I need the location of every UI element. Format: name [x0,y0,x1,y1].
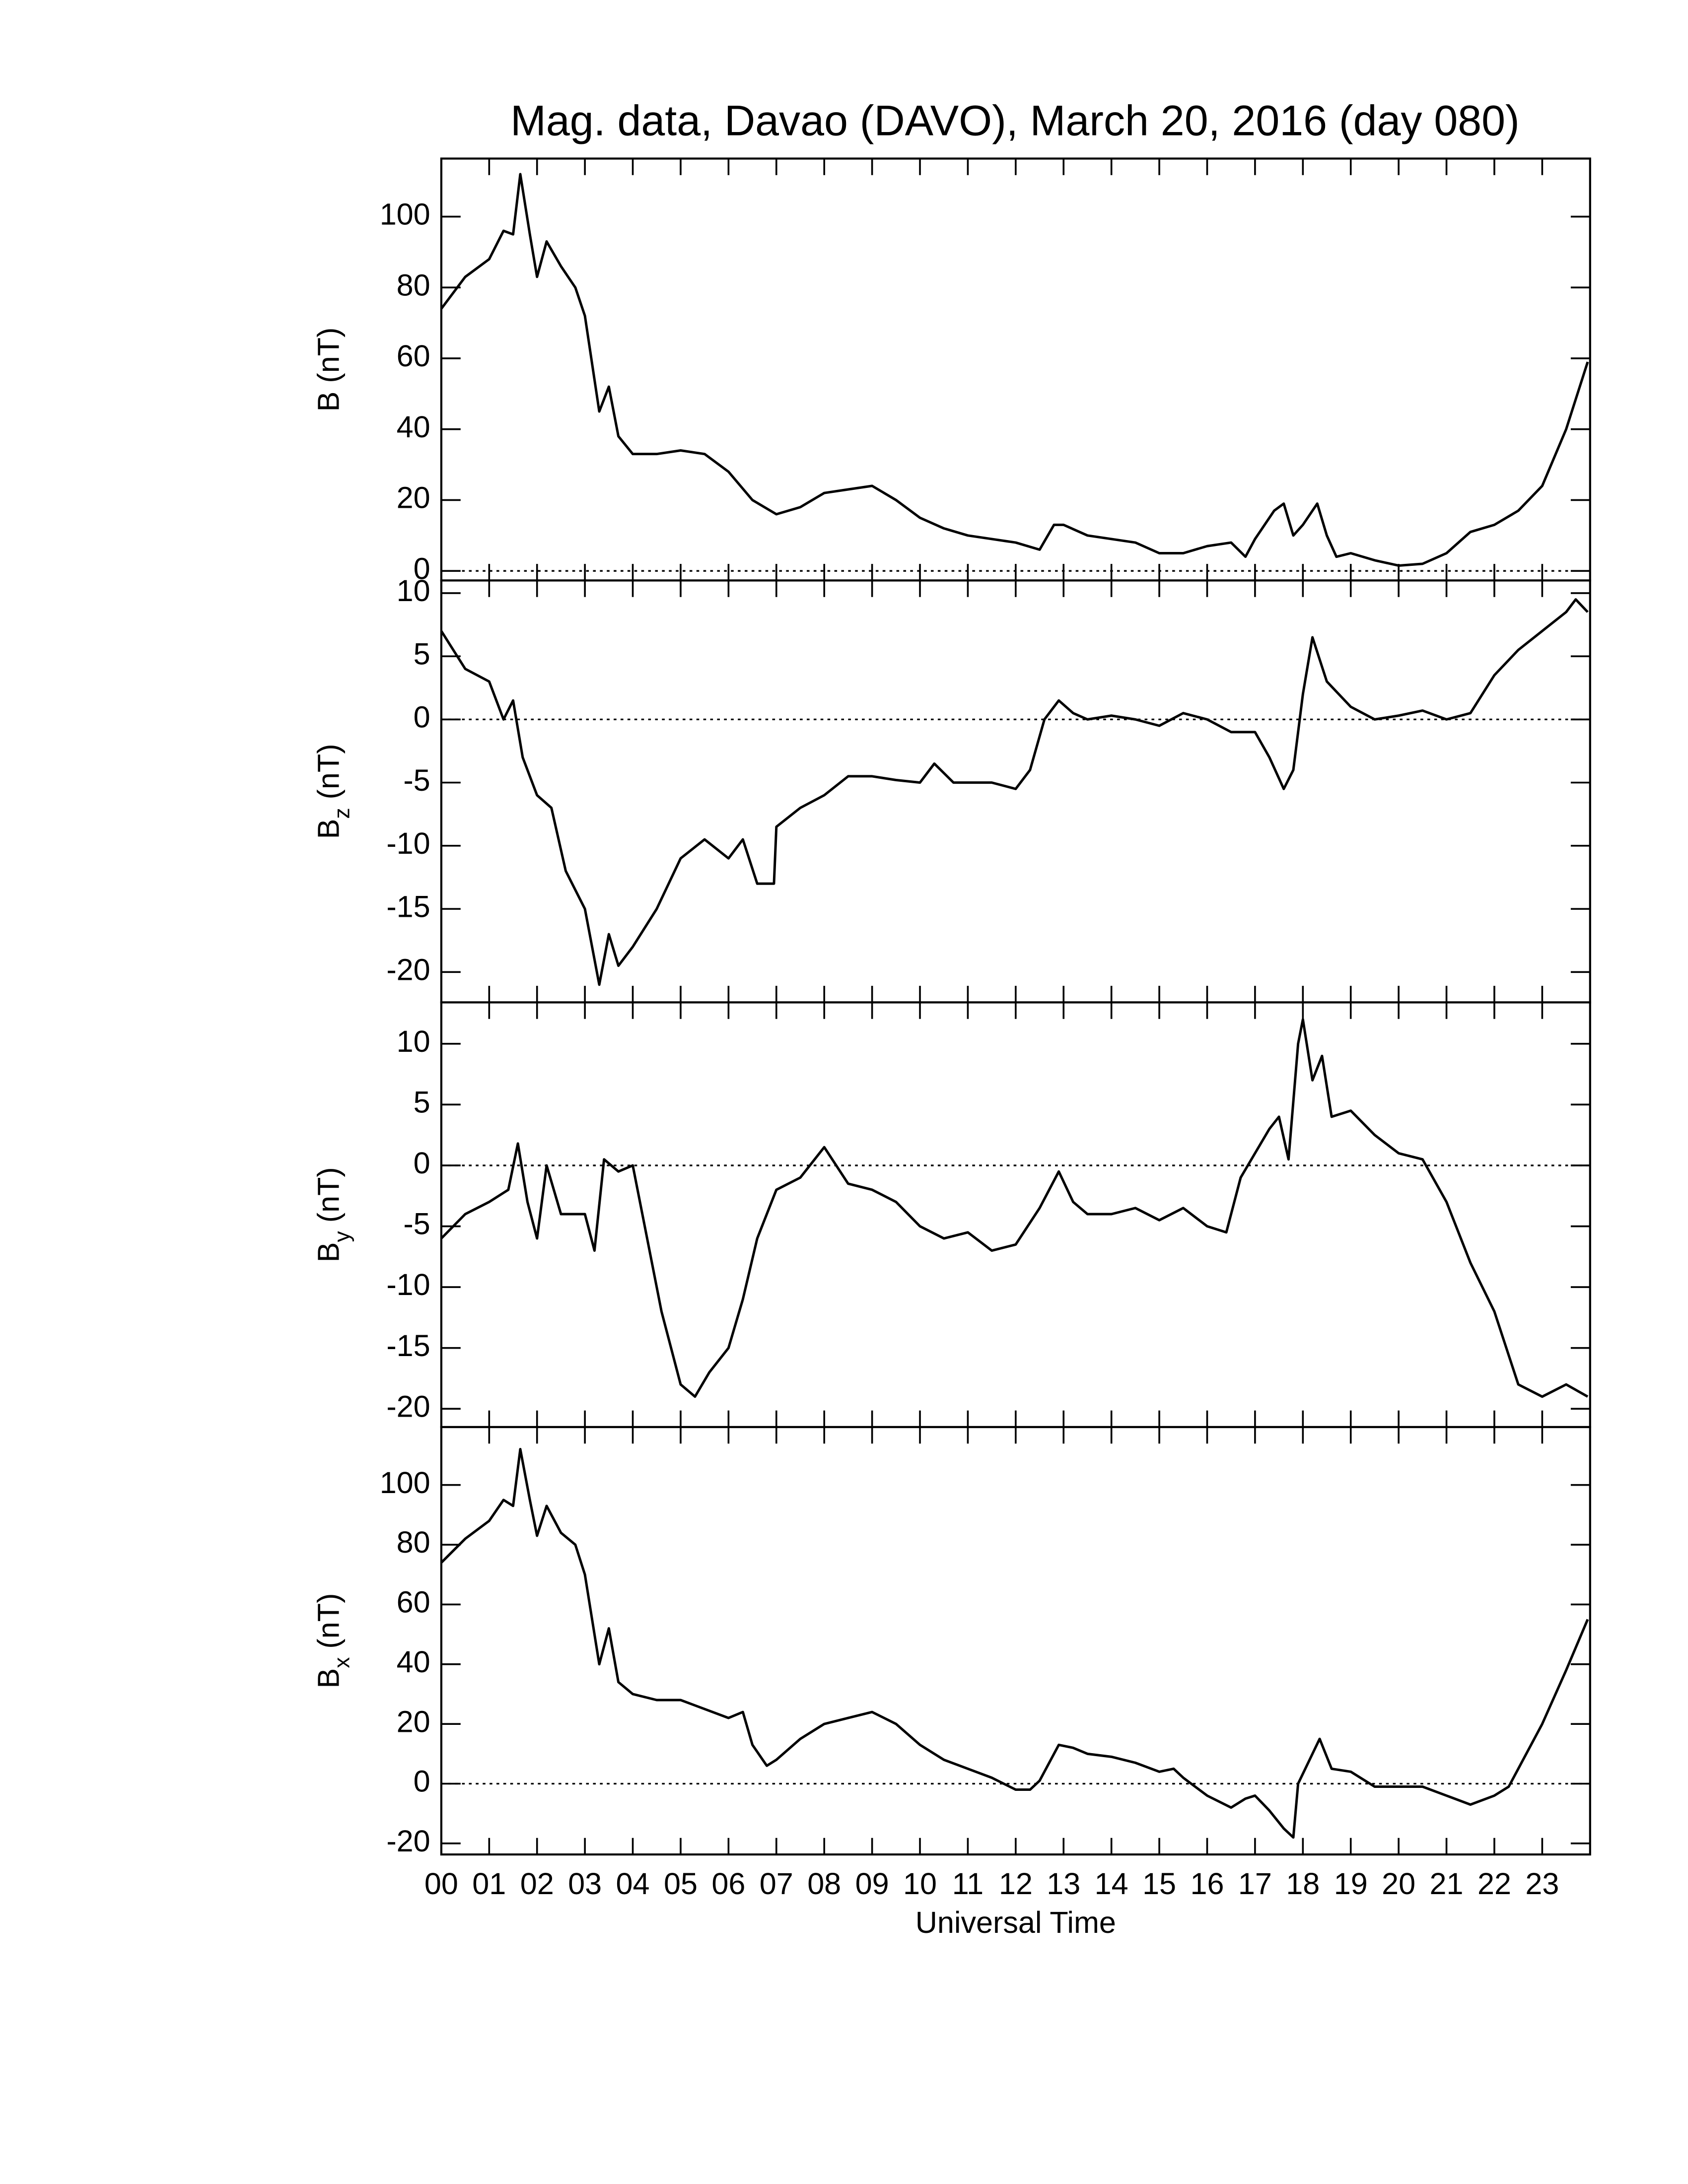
plot-frame [440,579,1591,1004]
y-tick-label: -10 [386,1268,430,1301]
y-tick-label: -15 [386,889,430,923]
data-line [441,173,1589,567]
y-label-subscript: x [330,1657,354,1668]
y-label-unit: (nT) [312,1167,346,1231]
y-label-unit: (nT) [312,744,346,808]
y-tick-label: 20 [397,1705,430,1738]
y-tick-label: 40 [397,1645,430,1679]
y-tick-label: 20 [397,481,430,515]
x-tick-label: 13 [1047,1867,1080,1901]
y-tick-label: 0 [414,551,430,585]
y-tick-label: 60 [397,339,430,373]
y-label-subscript: z [330,808,354,819]
y-tick-label: -10 [386,826,430,860]
plot-frame [440,157,1591,582]
data-line [441,1018,1589,1398]
y-tick-label: 100 [380,198,430,231]
x-tick-label: 18 [1286,1867,1320,1901]
y-tick-label: 5 [414,637,430,671]
y-label-unit: (nT) [312,1593,346,1657]
x-tick-label: 21 [1430,1867,1464,1901]
y-tick-label: -20 [386,953,430,987]
y-label-symbol: B [312,392,346,412]
y-axis-label: By (nT) [312,1167,354,1262]
x-tick-label: 02 [520,1867,554,1901]
x-tick-label: 16 [1190,1867,1224,1901]
y-axis-label: Bz (nT) [312,744,354,839]
chart-title: Mag. data, Davao (DAVO), March 20, 2016 … [510,97,1520,145]
x-tick-label: 20 [1382,1867,1415,1901]
data-line [441,1448,1589,1839]
y-label-unit: (nT) [312,328,346,392]
y-label-symbol: B [312,819,346,839]
x-tick-label: 12 [999,1867,1033,1901]
x-tick-label: 17 [1238,1867,1272,1901]
y-tick-label: 0 [414,1146,430,1180]
x-tick-label: 05 [664,1867,698,1901]
x-tick-label: 11 [952,1867,984,1901]
y-tick-label: 80 [397,1525,430,1559]
y-tick-label: 40 [397,410,430,444]
x-tick-label: 23 [1525,1867,1559,1901]
x-tick-label: 03 [568,1867,602,1901]
y-tick-label: 10 [397,574,430,608]
plot-frame [440,1001,1591,1429]
x-tick-label: 09 [855,1867,889,1901]
y-tick-label: -5 [403,763,430,797]
y-axis-label: B (nT) [312,328,346,412]
y-tick-label: 10 [397,1024,430,1058]
data-line [441,598,1589,986]
x-tick-label: 08 [807,1867,841,1901]
y-tick-label: 0 [414,1765,430,1798]
y-tick-label: 100 [380,1466,430,1500]
x-tick-label: 01 [472,1867,506,1901]
y-tick-label: 0 [414,700,430,734]
y-tick-label: -5 [403,1207,430,1241]
x-tick-label: 06 [711,1867,745,1901]
x-tick-label: 10 [903,1867,937,1901]
y-label-symbol: B [312,1242,346,1262]
y-tick-label: 60 [397,1585,430,1619]
x-axis-label: Universal Time [915,1906,1116,1939]
x-tick-label: 15 [1142,1867,1176,1901]
y-tick-label: -20 [386,1824,430,1858]
y-tick-label: -15 [386,1329,430,1363]
x-tick-label: 00 [424,1867,458,1901]
x-tick-label: 22 [1477,1867,1511,1901]
y-tick-label: 80 [397,268,430,302]
x-tick-label: 07 [760,1867,793,1901]
x-tick-label: 14 [1095,1867,1128,1901]
y-tick-label: -20 [386,1389,430,1423]
x-tick-label: 04 [616,1867,650,1901]
y-label-symbol: B [312,1668,346,1689]
y-axis-label: Bx (nT) [312,1593,354,1689]
x-tick-label: 19 [1334,1867,1368,1901]
y-tick-label: 5 [414,1086,430,1119]
y-label-subscript: y [330,1230,354,1242]
